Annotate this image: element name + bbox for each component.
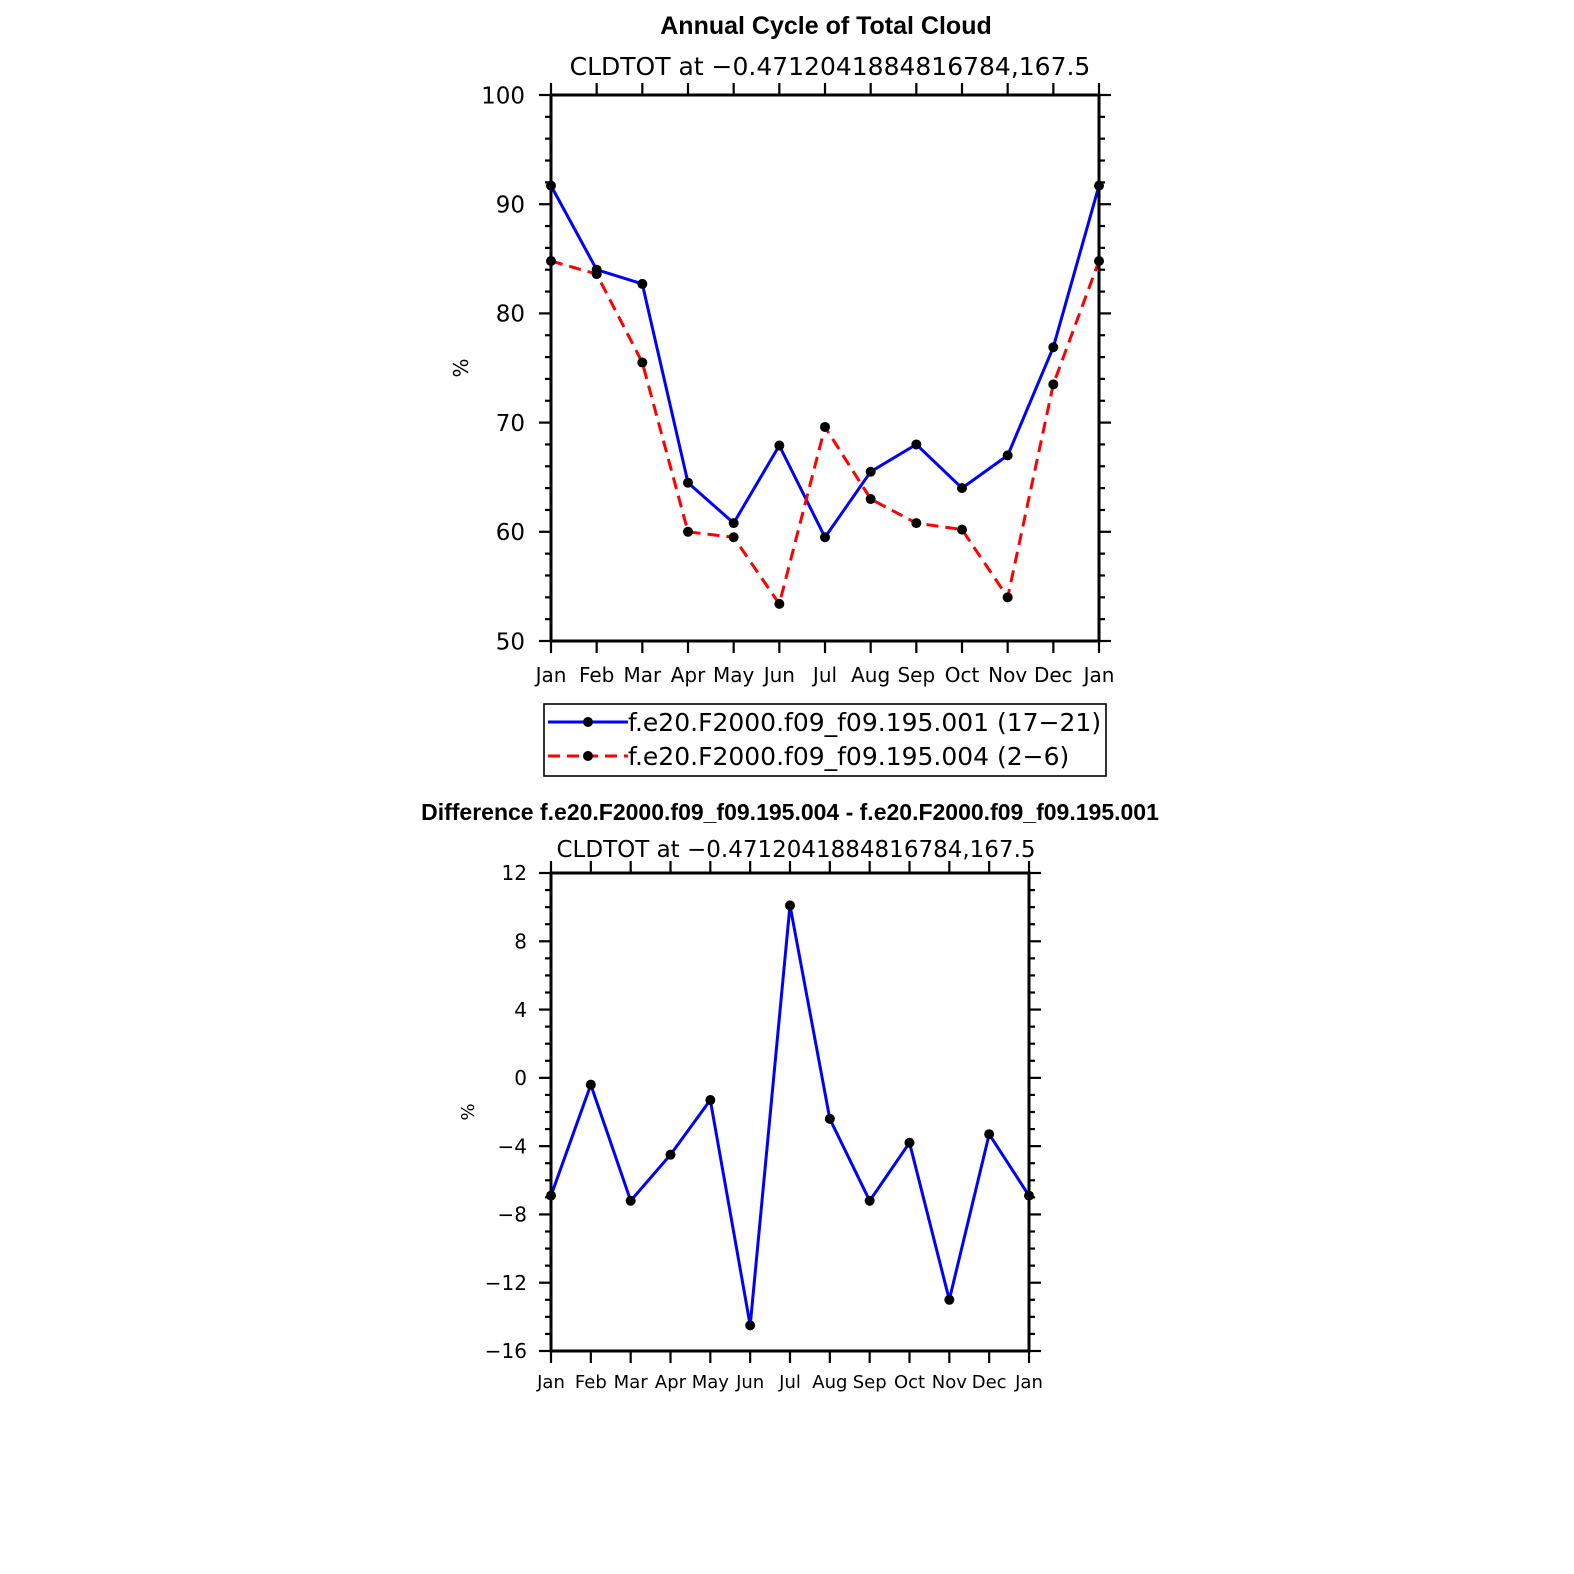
data-point [774, 440, 785, 451]
series-layer [546, 900, 1034, 1331]
y-tick-label: 60 [496, 520, 525, 546]
data-point [745, 1320, 756, 1331]
x-tick-label: Sep [897, 663, 935, 687]
series-layer [546, 180, 1104, 609]
x-tick-label: Jun [735, 1372, 764, 1393]
y-tick-label: 0 [514, 1066, 527, 1090]
x-tick-label: Oct [894, 1372, 925, 1393]
data-point [944, 1294, 955, 1305]
tick-labels: Jan Feb Mar Apr May Jun Jul Aug Sep Oct Nov Dec Jan−… [485, 861, 1043, 1393]
data-point [864, 1195, 875, 1206]
x-tick-label: May [692, 1372, 730, 1393]
y-tick-label: −12 [485, 1271, 527, 1295]
x-tick-label: Feb [579, 663, 614, 687]
data-point [785, 900, 795, 911]
tick-labels: Jan Feb Mar Apr May Jun Jul Aug Sep Oct Nov Dec Jan 5… [481, 83, 1114, 687]
y-tick-label: −16 [485, 1339, 527, 1363]
data-point [911, 518, 922, 529]
legend: f.e20.F2000.f09_f09.195.001 (17−21) f.e2… [543, 703, 1107, 777]
data-point [683, 477, 693, 488]
axis-ticks [539, 83, 1111, 653]
data-point [957, 483, 967, 494]
x-tick-label: Apr [655, 1372, 687, 1393]
y-axis-label: % [449, 358, 473, 377]
data-point [865, 466, 876, 477]
axis-ticks [539, 861, 1041, 1363]
x-tick-label: Dec [972, 1372, 1007, 1393]
data-point [637, 278, 648, 289]
y-tick-label: 4 [514, 998, 527, 1022]
x-tick-label: Aug [812, 1372, 847, 1393]
data-point [683, 526, 693, 537]
y-tick-label: 70 [496, 411, 525, 437]
plot-frame [549, 871, 1031, 1353]
legend-label-series-1: f.e20.F2000.f09_f09.195.001 (17−21) [628, 708, 1101, 737]
x-tick-label: Nov [988, 663, 1027, 687]
x-tick-label: May [713, 663, 755, 687]
y-tick-label: 50 [496, 629, 525, 655]
legend-label-series-2: f.e20.F2000.f09_f09.195.004 (2−6) [628, 742, 1069, 771]
y-axis-label: % [458, 1103, 479, 1120]
data-point [665, 1149, 676, 1160]
x-tick-label: Mar [623, 663, 662, 687]
data-point [820, 532, 830, 543]
legend-marker-series-1 [583, 717, 593, 727]
data-point [1002, 592, 1013, 603]
data-point [728, 518, 739, 529]
x-tick-label: Jul [811, 663, 837, 687]
chart-subtitle: CLDTOT at −0.4712041884816784,167.5 [556, 837, 1035, 863]
series-line-1 [549, 184, 1101, 539]
x-tick-label: Aug [851, 663, 890, 687]
x-tick-label: Jan [536, 1372, 565, 1393]
data-point [904, 1137, 915, 1148]
data-point [824, 1113, 835, 1124]
legend-box [543, 703, 1107, 777]
x-tick-label: Dec [1034, 663, 1073, 687]
data-point [728, 532, 739, 543]
data-point [585, 1079, 596, 1090]
data-point [911, 439, 922, 450]
data-point [1048, 342, 1059, 353]
x-tick-label: Sep [853, 1372, 887, 1393]
x-tick-label: Nov [932, 1372, 967, 1393]
y-tick-label: 80 [496, 302, 525, 328]
data-point [865, 494, 876, 505]
x-tick-label: Feb [575, 1372, 607, 1393]
y-tick-label: 12 [502, 861, 527, 885]
data-point [625, 1195, 636, 1206]
annual-cycle-chart: Annual Cycle of Total Cloud CLDTOT at −0… [449, 12, 1114, 777]
data-point [637, 357, 648, 368]
legend-marker-series-2 [583, 751, 593, 761]
x-tick-label: Jan [1082, 663, 1115, 687]
chart-subtitle: CLDTOT at −0.4712041884816784,167.5 [570, 52, 1091, 81]
data-point [591, 269, 602, 280]
x-tick-label: Oct [945, 663, 980, 687]
difference-chart: Difference f.e20.F2000.f09_f09.195.004 -… [421, 799, 1159, 1393]
y-tick-label: −8 [498, 1203, 527, 1227]
plot-frame [549, 93, 1101, 643]
chart-title: Annual Cycle of Total Cloud [660, 12, 991, 40]
series-line-1 [549, 903, 1031, 1327]
y-tick-label: 8 [514, 929, 527, 953]
x-tick-label: Jul [778, 1372, 801, 1393]
y-tick-label: −4 [498, 1134, 527, 1158]
x-tick-label: Jan [1014, 1372, 1043, 1393]
data-point [1048, 379, 1059, 390]
data-point [1002, 450, 1013, 461]
y-tick-label: 100 [481, 83, 525, 109]
data-point [705, 1095, 716, 1106]
x-tick-label: Mar [614, 1372, 649, 1393]
x-tick-label: Jun [762, 663, 795, 687]
x-tick-label: Apr [671, 663, 706, 687]
chart-title: Difference f.e20.F2000.f09_f09.195.004 -… [421, 799, 1159, 825]
data-point [774, 598, 785, 609]
data-point [957, 524, 967, 535]
data-point [820, 421, 830, 432]
y-tick-label: 90 [496, 192, 525, 218]
data-point [984, 1129, 995, 1140]
x-tick-label: Jan [534, 663, 567, 687]
